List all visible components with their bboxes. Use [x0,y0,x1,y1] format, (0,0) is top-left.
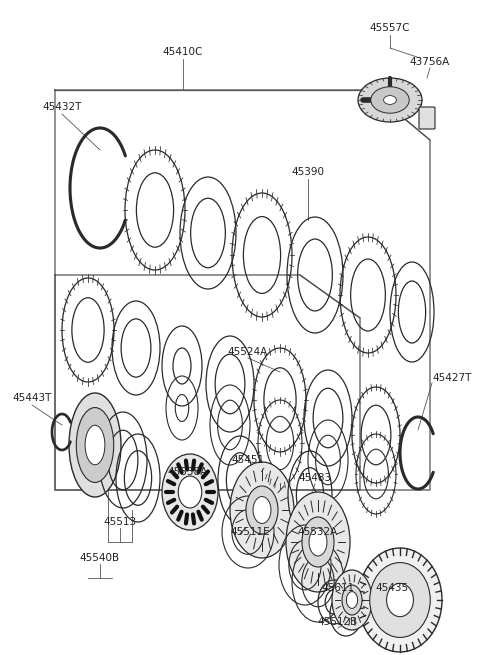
Text: 45611: 45611 [322,583,355,593]
Text: 45532A: 45532A [298,527,338,537]
Ellipse shape [371,87,409,113]
Ellipse shape [309,528,327,556]
Ellipse shape [69,393,121,497]
Ellipse shape [246,486,278,534]
Ellipse shape [286,492,350,592]
Ellipse shape [76,407,114,483]
Ellipse shape [384,96,396,104]
Text: 45390: 45390 [291,167,324,177]
Ellipse shape [253,496,271,523]
Ellipse shape [358,548,442,652]
Ellipse shape [302,517,334,567]
Ellipse shape [230,462,294,558]
Text: 45524A: 45524A [228,347,268,357]
Ellipse shape [370,563,430,637]
Ellipse shape [386,584,413,616]
Text: 45540B: 45540B [80,553,120,563]
Ellipse shape [332,570,372,630]
Text: 45512B: 45512B [318,617,358,627]
Text: 43756A: 43756A [410,57,450,67]
Ellipse shape [85,425,105,465]
Ellipse shape [347,591,358,608]
Ellipse shape [162,454,218,530]
Ellipse shape [342,585,362,615]
Text: 45483: 45483 [299,473,332,483]
Ellipse shape [178,476,202,508]
Text: 45432T: 45432T [42,102,82,112]
Ellipse shape [358,78,422,122]
FancyBboxPatch shape [419,107,435,129]
Text: 45427T: 45427T [432,373,471,383]
Text: 45511E: 45511E [230,527,270,537]
Text: 45513: 45513 [103,517,137,527]
Text: 45435: 45435 [375,583,408,593]
Text: 45410C: 45410C [163,47,203,57]
Text: 45443T: 45443T [12,393,52,403]
Text: 45451: 45451 [231,455,264,465]
Text: 45557C: 45557C [370,23,410,33]
Text: 45538A: 45538A [168,467,208,477]
